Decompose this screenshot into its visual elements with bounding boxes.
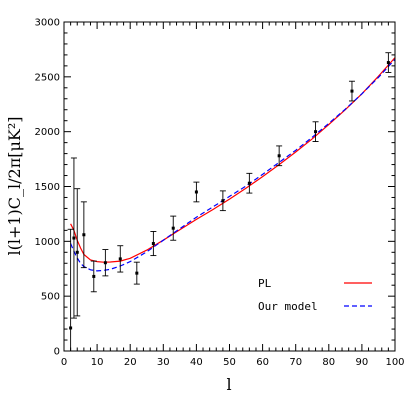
- x-tick-label: 10: [91, 357, 104, 368]
- data-point: [90, 260, 97, 293]
- chart-legend: PL Our model: [258, 277, 372, 313]
- x-tick-label: 20: [124, 357, 137, 368]
- y-axis-title: l(l+1)C_l/2π[μK²]: [5, 117, 24, 256]
- data-point-marker: [151, 242, 155, 246]
- data-point-marker: [82, 233, 86, 237]
- y-tick-label: 0: [54, 347, 60, 358]
- legend-label: PL: [258, 277, 272, 290]
- data-point: [219, 190, 226, 212]
- data-point: [133, 261, 140, 285]
- data-point-marker: [247, 181, 251, 185]
- data-point: [74, 188, 81, 317]
- data-point-marker: [386, 61, 390, 65]
- data-point: [70, 157, 77, 319]
- legend-label: Our model: [258, 300, 318, 313]
- x-tick-label: 50: [223, 357, 236, 368]
- data-point-marker: [69, 326, 73, 330]
- data-point-marker: [135, 271, 139, 275]
- x-tick-label: 100: [385, 357, 404, 368]
- data-point-marker: [350, 89, 354, 93]
- data-point: [117, 245, 124, 273]
- y-tick-label: 1000: [35, 237, 60, 248]
- series-line-pl: [70, 57, 396, 263]
- plot-frame: [63, 21, 396, 352]
- y-tick-label: 2500: [35, 72, 60, 83]
- y-tick-label: 1500: [35, 182, 60, 193]
- data-point-marker: [92, 274, 96, 278]
- data-point-marker: [72, 236, 76, 240]
- data-point: [102, 249, 109, 277]
- data-point-marker: [171, 226, 175, 230]
- data-point: [276, 145, 283, 167]
- data-point-marker: [118, 257, 122, 261]
- y-axis-ticks: 0 500 1000 1500 2000 2500 3000: [35, 18, 395, 358]
- plot-layer: [67, 52, 396, 352]
- x-tick-label: 70: [289, 357, 302, 368]
- y-tick-label: 3000: [35, 18, 60, 29]
- x-axis-ticks: 0 10 20 30 40 50 60 70 80 90 100: [61, 22, 405, 368]
- data-point: [170, 215, 177, 241]
- data-point-marker: [314, 130, 318, 134]
- data-point-marker: [194, 190, 198, 194]
- x-tick-label: 30: [157, 357, 170, 368]
- data-point: [150, 231, 157, 257]
- y-tick-label: 500: [41, 292, 60, 303]
- x-tick-label: 60: [256, 357, 269, 368]
- data-point-marker: [103, 261, 107, 265]
- data-point: [193, 181, 200, 203]
- series-line-our-model: [70, 58, 396, 272]
- data-point: [312, 121, 319, 142]
- data-point-marker: [75, 250, 79, 254]
- data-point: [80, 201, 87, 269]
- data-point-marker: [277, 154, 281, 158]
- data-point-marker: [221, 199, 225, 203]
- x-axis-title: l: [226, 375, 231, 394]
- y-tick-label: 2000: [35, 127, 60, 138]
- x-tick-label: 40: [190, 357, 203, 368]
- x-tick-label: 0: [61, 357, 67, 368]
- x-tick-label: 80: [322, 357, 335, 368]
- data-point: [385, 52, 392, 73]
- data-point: [246, 172, 253, 194]
- data-point: [348, 80, 355, 102]
- x-tick-label: 90: [356, 357, 369, 368]
